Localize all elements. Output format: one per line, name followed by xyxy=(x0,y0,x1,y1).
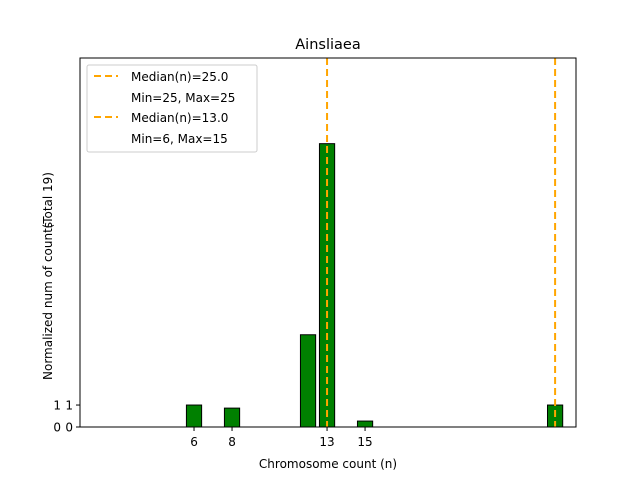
bar-13 xyxy=(318,143,336,428)
y-tick-label: 0 xyxy=(53,421,61,435)
x-tick-label: 6 xyxy=(190,435,198,449)
x-tick-label: 15 xyxy=(357,435,372,449)
bars xyxy=(185,143,564,428)
legend-box xyxy=(86,64,258,153)
y-tick-label: 1 xyxy=(65,399,73,413)
plot-frame xyxy=(79,57,577,428)
legend-label-range-1: Min=25, Max=25 xyxy=(131,91,235,105)
legend-label-range-2: Min=6, Max=15 xyxy=(131,132,228,146)
y-tick-label: 1 xyxy=(53,399,61,413)
legend-label-median-1: Median(n)=25.0 xyxy=(131,70,228,84)
x-tick-label: 8 xyxy=(228,435,236,449)
x-tick-label: 13 xyxy=(319,435,334,449)
x-axis-label: Chromosome count (n) xyxy=(259,457,397,471)
y-tick-label: 0 xyxy=(65,421,73,435)
bar-15 xyxy=(356,420,374,428)
y-axis-total-note: (Total 19) xyxy=(41,172,55,228)
bar-12 xyxy=(299,334,317,428)
x-axis-ticks: 6 8 13 15 xyxy=(190,427,373,449)
bar-8 xyxy=(223,407,241,428)
legend-label-median-2: Median(n)=13.0 xyxy=(131,111,228,125)
chart-title: Ainsliaea xyxy=(295,37,360,53)
y-axis-label: Normalized num of counts xyxy=(41,222,55,380)
bar-6 xyxy=(185,404,203,428)
legend: Median(n)=25.0 Min=25, Max=25 Median(n)=… xyxy=(86,64,258,153)
median-lines xyxy=(326,58,557,427)
